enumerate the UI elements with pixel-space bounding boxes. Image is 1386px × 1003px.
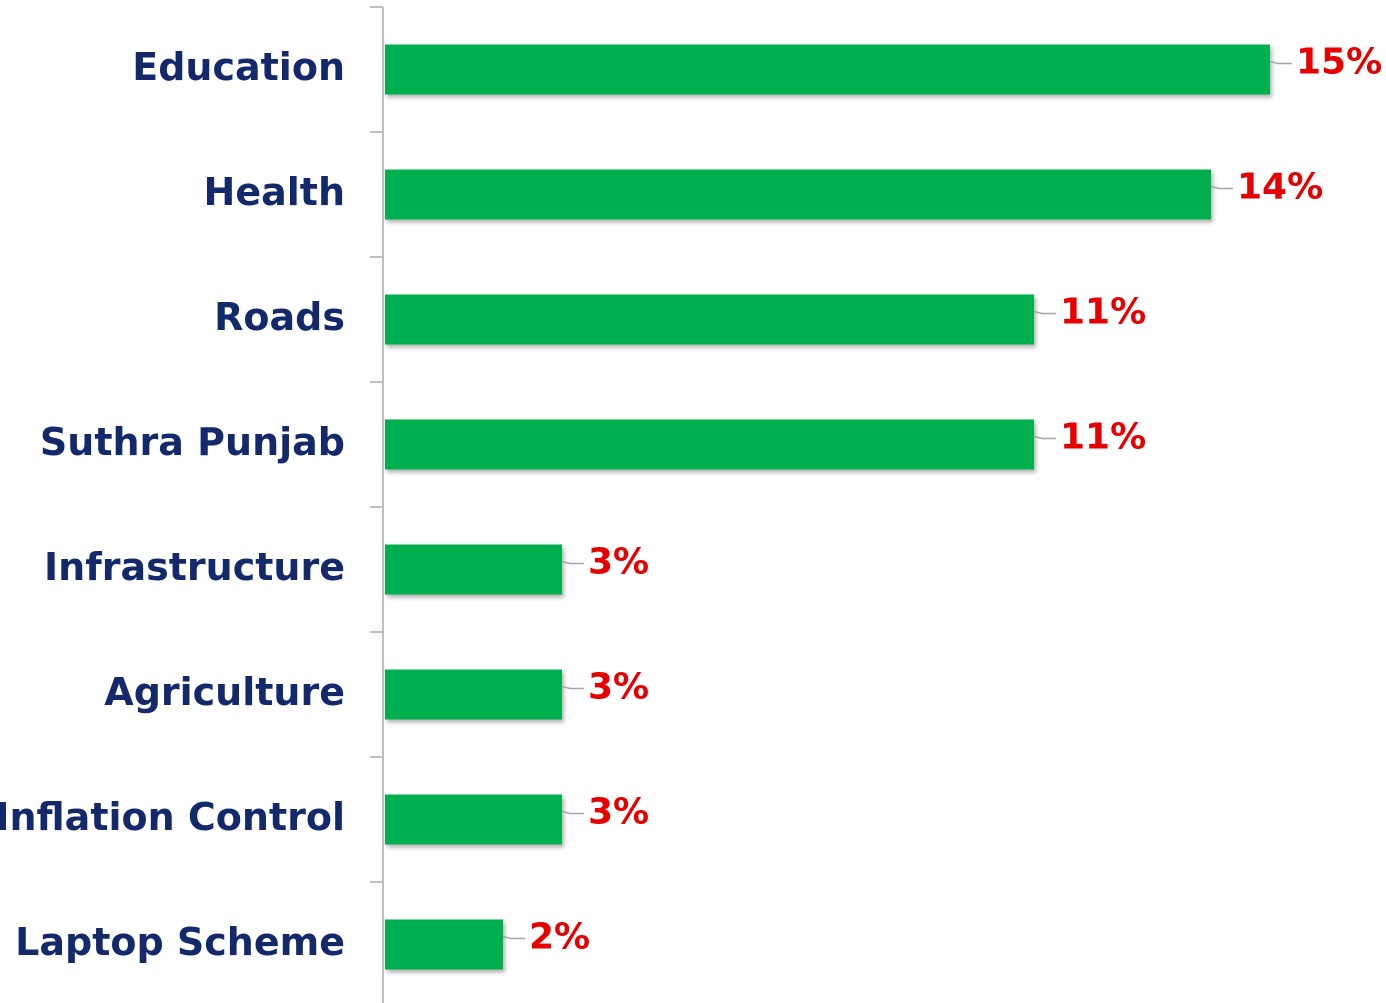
bar (385, 669, 562, 720)
category-label: Education (132, 45, 345, 89)
value-label: 2% (529, 917, 590, 958)
value-label: 3% (588, 667, 649, 708)
value-label: 15% (1296, 42, 1382, 83)
bar (385, 544, 562, 595)
bar (385, 44, 1270, 95)
bar (385, 919, 503, 970)
leader-line (561, 560, 584, 565)
leader-line (561, 810, 584, 815)
bar (385, 294, 1034, 345)
value-label: 3% (588, 792, 649, 833)
bar (385, 419, 1034, 470)
category-label: Roads (214, 295, 345, 339)
leader-line (1210, 185, 1233, 190)
bar (385, 169, 1211, 220)
leader-line (1033, 435, 1056, 440)
category-label: Inflation Control (0, 795, 345, 839)
leader-line (1269, 60, 1292, 65)
category-label: Suthra Punjab (40, 420, 345, 464)
bar (385, 794, 562, 845)
leader-line (1033, 310, 1056, 315)
value-label: 11% (1060, 417, 1146, 458)
category-label: Agriculture (104, 670, 345, 714)
value-label: 11% (1060, 292, 1146, 333)
category-label: Health (204, 170, 345, 214)
category-label: Infrastructure (44, 545, 345, 589)
leader-line (502, 935, 525, 940)
category-label: Laptop Scheme (15, 920, 345, 964)
leader-line (561, 685, 584, 690)
value-label: 3% (588, 542, 649, 583)
value-label: 14% (1237, 167, 1323, 208)
